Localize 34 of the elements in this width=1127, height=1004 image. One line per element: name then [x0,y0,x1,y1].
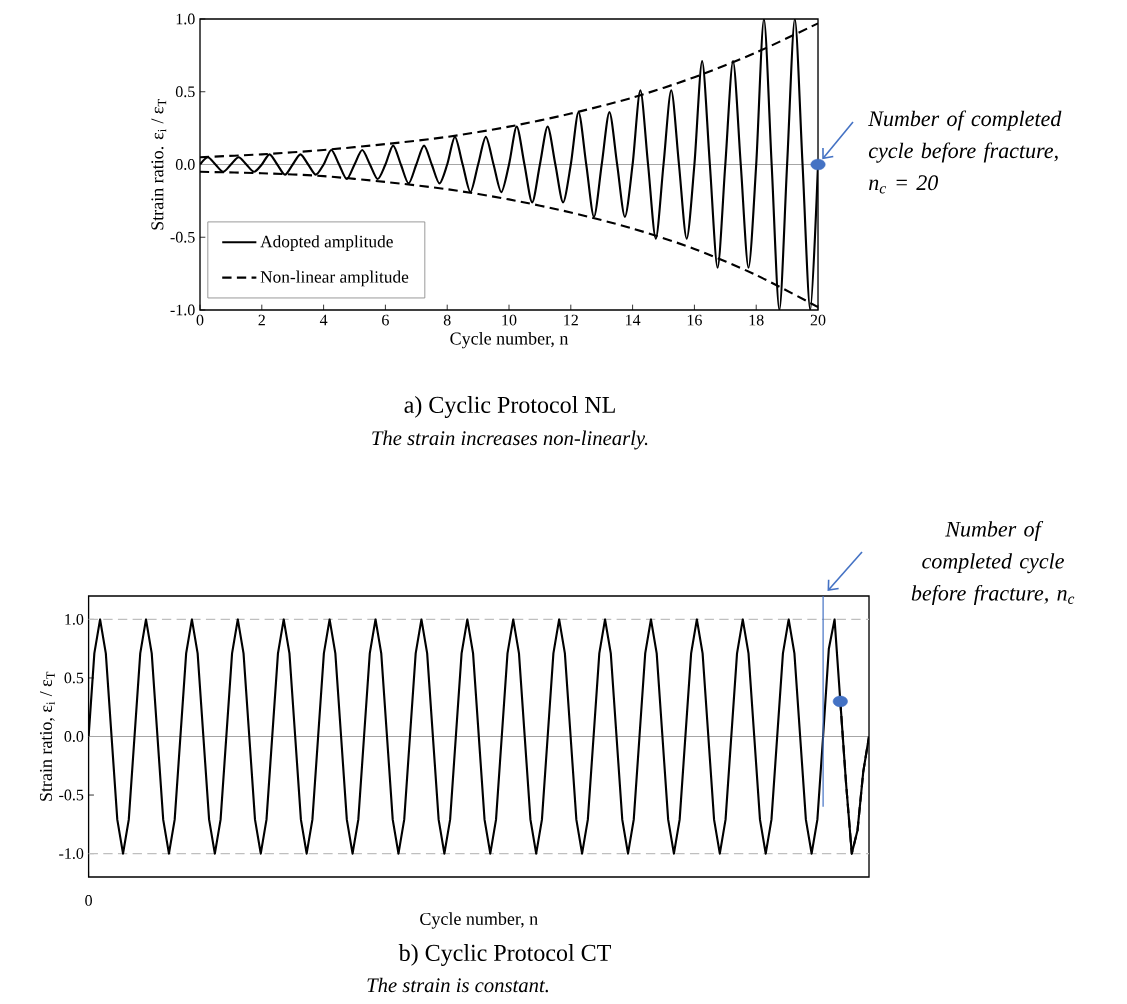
x-tick-label: 18 [749,314,764,326]
x-tick-label: 16 [687,314,702,326]
y-tick-label: -0.5 [59,789,84,801]
text: Number of completed cycle before fracture, n$_{c}$ [911,520,1075,606]
y-tick-label: 0.5 [64,672,84,684]
text: a) Cyclic Protocol NL [404,396,615,418]
x-tick-label: 14 [626,314,641,326]
x-tick-label: 12 [564,314,578,326]
y-tick-label: 0.0 [175,159,195,170]
y-tick-label: 1.0 [65,613,84,625]
x-axis-title: Cycle number, n [450,331,569,349]
y-axis-title: Strain ratio, ε$_{i}$ / ε$_{T}$ [39,671,55,801]
x-tick-label: 10 [502,314,517,326]
x-tick-label: 6 [382,314,389,326]
x-tick-label: 8 [443,314,451,326]
y-tick-label: 0.5 [175,86,195,98]
y-tick-label: 1.0 [176,13,195,25]
text: The strain is constant. [367,977,549,993]
text: b) Cyclic Protocol CT [398,944,611,966]
legend-label: Adopted amplitude [260,235,393,251]
y-tick-label: -1.0 [170,304,195,316]
y-axis-title: Strain ratio. ε$_{i}$ / ε$_{T}$ [151,99,167,230]
x-tick-label: 20 [810,314,826,326]
y-tick-label: -1.0 [59,848,84,860]
legend-label: Non-linear amplitude [260,270,409,287]
text: The strain increases non-linearly. [372,430,648,450]
x-tick-label: 2 [258,314,265,326]
annotation: Number of completed cycle before fracture, n$_{c}$ = 20 [868,110,1062,194]
x-tick-label: 4 [319,314,328,326]
x-tick-label: 0 [85,895,92,906]
x-axis-title: Cycle number, n [420,912,538,929]
y-tick-label: 0.0 [64,731,84,742]
y-tick-label: -0.5 [170,231,195,243]
x-tick-label: 0 [196,314,204,326]
